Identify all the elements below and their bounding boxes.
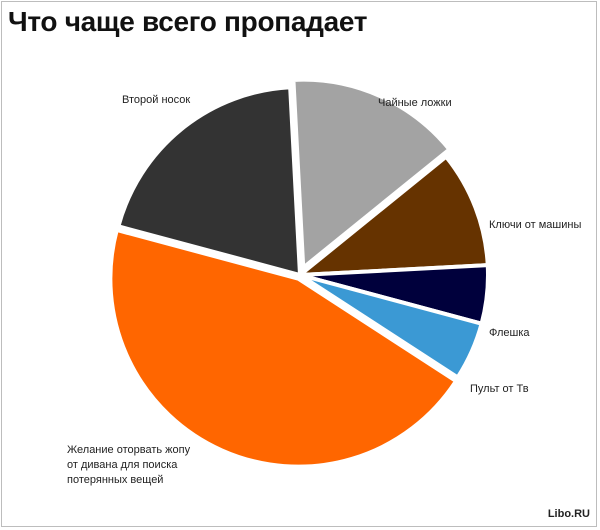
slice-desire-to-search xyxy=(108,227,459,469)
watermark: Libo.RU xyxy=(547,508,590,520)
label-flash-drive: Флешка xyxy=(489,327,530,339)
slice-second-sock xyxy=(116,85,302,277)
label-second-sock: Второй носок xyxy=(122,94,190,106)
page-title: Что чаще всего пропадает xyxy=(8,6,368,37)
label-teaspoons: Чайные ложки xyxy=(378,97,452,109)
label-desire-to-search: Желание оторвать жопу от дивана для поиск… xyxy=(67,444,191,486)
slice-car-keys xyxy=(298,154,490,277)
label-tv-remote: Пульт от Тв xyxy=(470,383,529,395)
slice-tv-remote xyxy=(298,273,484,380)
label-car-keys: Ключи от машины xyxy=(489,219,581,231)
slice-teaspoons xyxy=(291,77,452,270)
